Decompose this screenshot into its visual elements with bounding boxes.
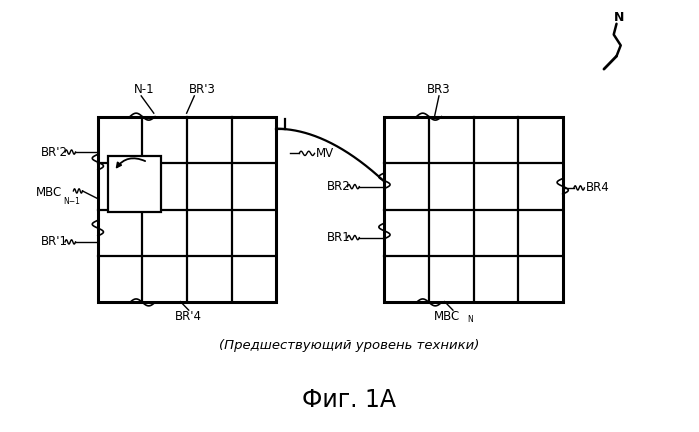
Text: (Предшествующий уровень техники): (Предшествующий уровень техники) bbox=[219, 339, 480, 352]
Text: MBC: MBC bbox=[36, 186, 63, 199]
Text: BR'4: BR'4 bbox=[175, 310, 202, 323]
Bar bbox=[108, 156, 161, 212]
Text: N-1: N-1 bbox=[134, 83, 155, 96]
Bar bbox=[98, 117, 276, 302]
Text: BR'3: BR'3 bbox=[189, 83, 215, 96]
Text: BR3: BR3 bbox=[427, 83, 451, 96]
Text: BR4: BR4 bbox=[586, 181, 610, 194]
Text: N−1: N−1 bbox=[63, 197, 80, 206]
Text: MBC: MBC bbox=[434, 310, 461, 323]
Text: Фиг. 1А: Фиг. 1А bbox=[303, 388, 396, 412]
Text: BR'1: BR'1 bbox=[41, 235, 68, 248]
Text: MV: MV bbox=[316, 147, 334, 160]
Text: N: N bbox=[614, 11, 624, 24]
Text: BR'2: BR'2 bbox=[41, 146, 68, 159]
Text: BR2: BR2 bbox=[327, 180, 351, 193]
Bar bbox=[384, 117, 563, 302]
Text: BR1: BR1 bbox=[327, 231, 351, 244]
Text: N: N bbox=[467, 315, 473, 324]
